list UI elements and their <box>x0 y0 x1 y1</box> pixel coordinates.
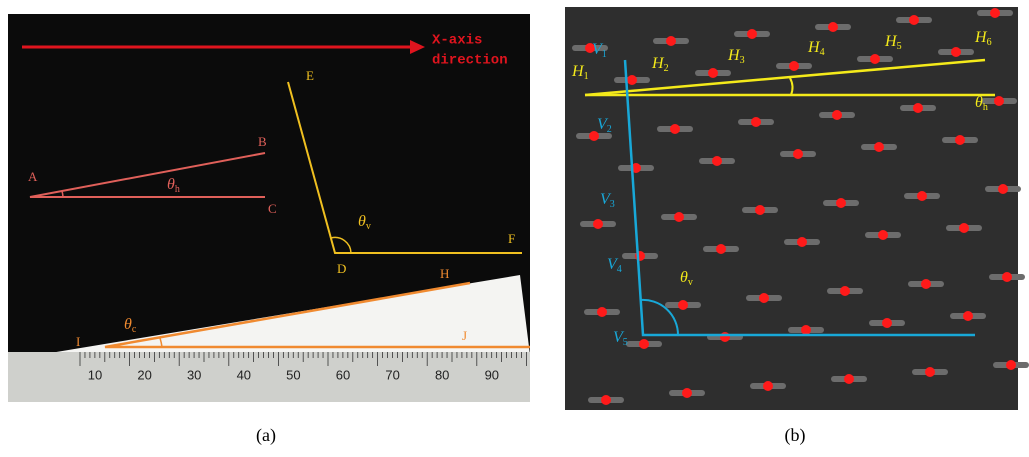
ruler-number: 10 <box>88 367 102 382</box>
label-subscript: 6 <box>987 37 992 48</box>
axis-note: direction <box>432 53 508 69</box>
dot <box>682 388 692 398</box>
label-subscript: 1 <box>602 49 607 60</box>
dot <box>963 311 973 321</box>
dot <box>955 135 965 145</box>
label-symbol: θ <box>124 316 132 333</box>
dot <box>801 325 811 335</box>
dot <box>716 244 726 254</box>
dot <box>951 47 961 57</box>
dot <box>601 395 611 405</box>
ruler-number: 80 <box>435 367 449 382</box>
point-label: A <box>28 169 38 184</box>
dot <box>836 198 846 208</box>
dot <box>747 29 757 39</box>
dot <box>913 103 923 113</box>
label-subscript: c <box>132 324 137 335</box>
label-subscript: 1 <box>584 71 589 82</box>
dot <box>844 374 854 384</box>
ruler-number: 50 <box>286 367 300 382</box>
dot <box>708 68 718 78</box>
point-label: D <box>337 261 346 276</box>
dot <box>712 156 722 166</box>
dot <box>793 149 803 159</box>
dot <box>755 205 765 215</box>
dot <box>990 8 1000 18</box>
dot <box>925 367 935 377</box>
dot <box>998 184 1008 194</box>
point-label: E <box>306 68 314 83</box>
label-subscript: 4 <box>617 264 622 275</box>
ruler-number: 30 <box>187 367 201 382</box>
figure: (a) (b) X-axisdirectionABCDEFHIJθhθvθc10… <box>0 0 1029 457</box>
point-label: B <box>258 134 267 149</box>
dot <box>917 191 927 201</box>
dot <box>1006 360 1016 370</box>
label-subscript: 5 <box>623 337 628 348</box>
dot <box>882 318 892 328</box>
dot <box>678 300 688 310</box>
ruler-number: 40 <box>237 367 251 382</box>
dot <box>593 219 603 229</box>
label-symbol: θ <box>358 213 366 230</box>
point-label: J <box>462 328 467 343</box>
dot <box>909 15 919 25</box>
dot <box>828 22 838 32</box>
point-label: F <box>508 231 515 246</box>
label-subscript: 3 <box>740 55 745 66</box>
dot <box>994 96 1004 106</box>
label-subscript: h <box>983 102 988 113</box>
dot <box>674 212 684 222</box>
dot <box>597 307 607 317</box>
label-subscript: 5 <box>897 41 902 52</box>
label-subscript: 2 <box>607 124 612 135</box>
ruler-number: 60 <box>336 367 350 382</box>
dot <box>639 339 649 349</box>
point-label: I <box>76 334 80 349</box>
label-subscript: h <box>175 184 180 195</box>
dot <box>666 36 676 46</box>
axis-note: X-axis <box>432 33 482 49</box>
dot <box>959 223 969 233</box>
dot <box>759 293 769 303</box>
dot <box>797 237 807 247</box>
caption: (a) <box>256 425 276 446</box>
label-symbol: θ <box>975 94 983 111</box>
dot <box>627 75 637 85</box>
page: {"panel_a": {"axis_note": ["X-axis", "di… <box>0 0 1029 457</box>
dot <box>720 332 730 342</box>
dot <box>870 54 880 64</box>
dot <box>878 230 888 240</box>
dot <box>789 61 799 71</box>
label-subscript: 4 <box>820 47 825 58</box>
point-label: C <box>268 201 277 216</box>
dot <box>670 124 680 134</box>
label-subscript: v <box>366 221 371 232</box>
dot <box>1002 272 1012 282</box>
label-symbol: θ <box>680 269 688 286</box>
label-subscript: 2 <box>664 63 669 74</box>
dot <box>874 142 884 152</box>
point-label: H <box>440 266 449 281</box>
ruler-number: 90 <box>485 367 499 382</box>
ruler-number: 70 <box>385 367 399 382</box>
caption: (b) <box>785 425 806 446</box>
dot <box>921 279 931 289</box>
label-symbol: θ <box>167 176 175 193</box>
dot <box>751 117 761 127</box>
label-subscript: v <box>688 277 693 288</box>
dot <box>840 286 850 296</box>
dot <box>832 110 842 120</box>
dot <box>763 381 773 391</box>
ruler-number: 20 <box>137 367 151 382</box>
label-subscript: 3 <box>610 199 615 210</box>
